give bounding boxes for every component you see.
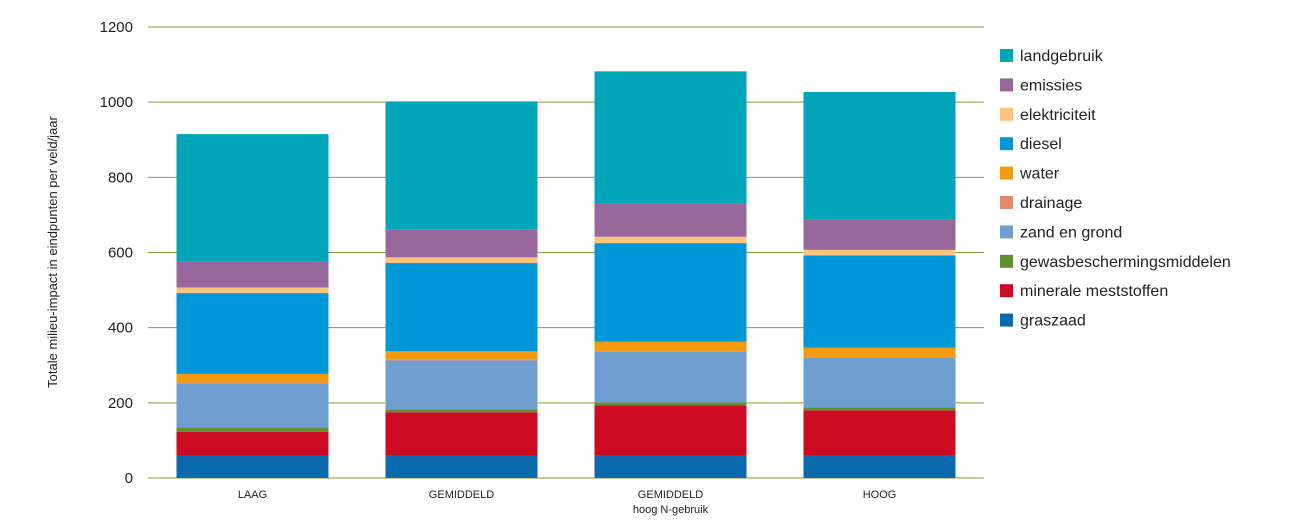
x-category-label: LAAG (238, 489, 267, 501)
bar-segment-minerale-meststoffen (803, 410, 956, 456)
legend-swatch (1000, 225, 1013, 239)
legend-swatch (1000, 49, 1013, 62)
legend-swatch (1000, 107, 1013, 121)
legend-label: elektriciteit (1020, 107, 1096, 124)
y-tick-label: 400 (108, 320, 133, 337)
x-axis-labels: LAAG GEMIDDELD GEMIDDELD hoog N-gebruik HOOG (238, 489, 896, 516)
bar-segment-graszaad (385, 455, 538, 478)
bar-segment-minerale-meststoffen (176, 431, 329, 456)
bar-segment-drainage (385, 359, 538, 361)
legend-label: minerale meststoffen (1020, 283, 1168, 300)
legend-swatch (1000, 313, 1013, 327)
legend-label: diesel (1020, 136, 1062, 153)
legend: landgebruik emissies elektriciteit diesel wa… (1000, 48, 1231, 330)
legend-label: water (1019, 166, 1060, 183)
legend-swatch (1000, 137, 1013, 151)
legend-label: zand en grond (1020, 224, 1122, 241)
legend-swatch (1000, 196, 1013, 209)
x-category-label: GEMIDDELD (429, 489, 494, 501)
bar-segment-water (176, 373, 329, 383)
legend-label: graszaad (1020, 313, 1086, 330)
x-category-label: GEMIDDELD (638, 489, 703, 501)
bar-segment-minerale-meststoffen (594, 405, 747, 456)
bar-segment-water (385, 351, 538, 360)
bar-segment-landgebruik (594, 71, 747, 204)
bar-segment-emissies (803, 219, 956, 250)
x-category-label: hoog N-gebruik (633, 504, 709, 516)
bar-segment-elektriciteit (176, 287, 329, 294)
bar-segment-landgebruik (176, 134, 329, 262)
bar-segment-graszaad (176, 455, 329, 478)
bar-segment-gewasbeschermingsmiddelen (385, 409, 538, 413)
x-category-label: HOOG (863, 489, 897, 501)
bar-segment-graszaad (803, 455, 956, 478)
bar-segment-emissies (385, 229, 538, 258)
bar-segment-zand-en-grond (176, 383, 329, 428)
bar-segment-diesel (176, 293, 329, 374)
legend-label: landgebruik (1020, 48, 1104, 65)
y-tick-label: 600 (108, 245, 133, 262)
legend-label: gewasbeschermingsmiddelen (1020, 254, 1231, 271)
bar-segment-gewasbeschermingsmiddelen (803, 407, 956, 411)
y-tick-label: 1200 (100, 19, 133, 36)
bar-segment-zand-en-grond (385, 360, 538, 410)
y-tick-label: 1000 (100, 94, 133, 111)
bars (176, 71, 956, 478)
bar-segment-diesel (385, 263, 538, 352)
bar-segment-minerale-meststoffen (385, 412, 538, 456)
legend-label: emissies (1020, 77, 1082, 94)
bar-segment-water (803, 347, 956, 357)
y-axis-title: Totale milieu-impact in eindpunten per v… (45, 115, 60, 387)
bar-segment-diesel (594, 243, 747, 342)
y-tick-label: 800 (108, 169, 133, 186)
y-tick-label: 200 (108, 395, 133, 412)
bar-segment-drainage (594, 350, 747, 352)
bar-segment-drainage (803, 356, 956, 358)
legend-swatch (1000, 284, 1013, 298)
bar-segment-landgebruik (803, 92, 956, 220)
bar-segment-elektriciteit (803, 249, 956, 256)
bar-segment-gewasbeschermingsmiddelen (594, 402, 747, 406)
y-tick-label: 0 (125, 470, 133, 487)
bar-segment-gewasbeschermingsmiddelen (176, 427, 329, 432)
bar-segment-emissies (176, 261, 329, 288)
bar-segment-zand-en-grond (803, 357, 956, 408)
bar-segment-emissies (594, 203, 747, 237)
legend-swatch (1000, 254, 1013, 268)
legend-swatch (1000, 166, 1013, 180)
legend-swatch (1000, 78, 1013, 92)
bar-segment-water (594, 341, 747, 351)
bar-segment-diesel (803, 255, 956, 348)
legend-label: drainage (1020, 195, 1082, 212)
bar-segment-drainage (176, 382, 329, 384)
bar-segment-elektriciteit (594, 236, 747, 244)
y-axis-ticks: 0 200 400 600 800 1000 1200 (100, 19, 133, 487)
bar-segment-elektriciteit (385, 257, 538, 264)
bar-segment-zand-en-grond (594, 351, 747, 403)
bar-segment-landgebruik (385, 101, 538, 230)
bar-segment-graszaad (594, 455, 747, 478)
